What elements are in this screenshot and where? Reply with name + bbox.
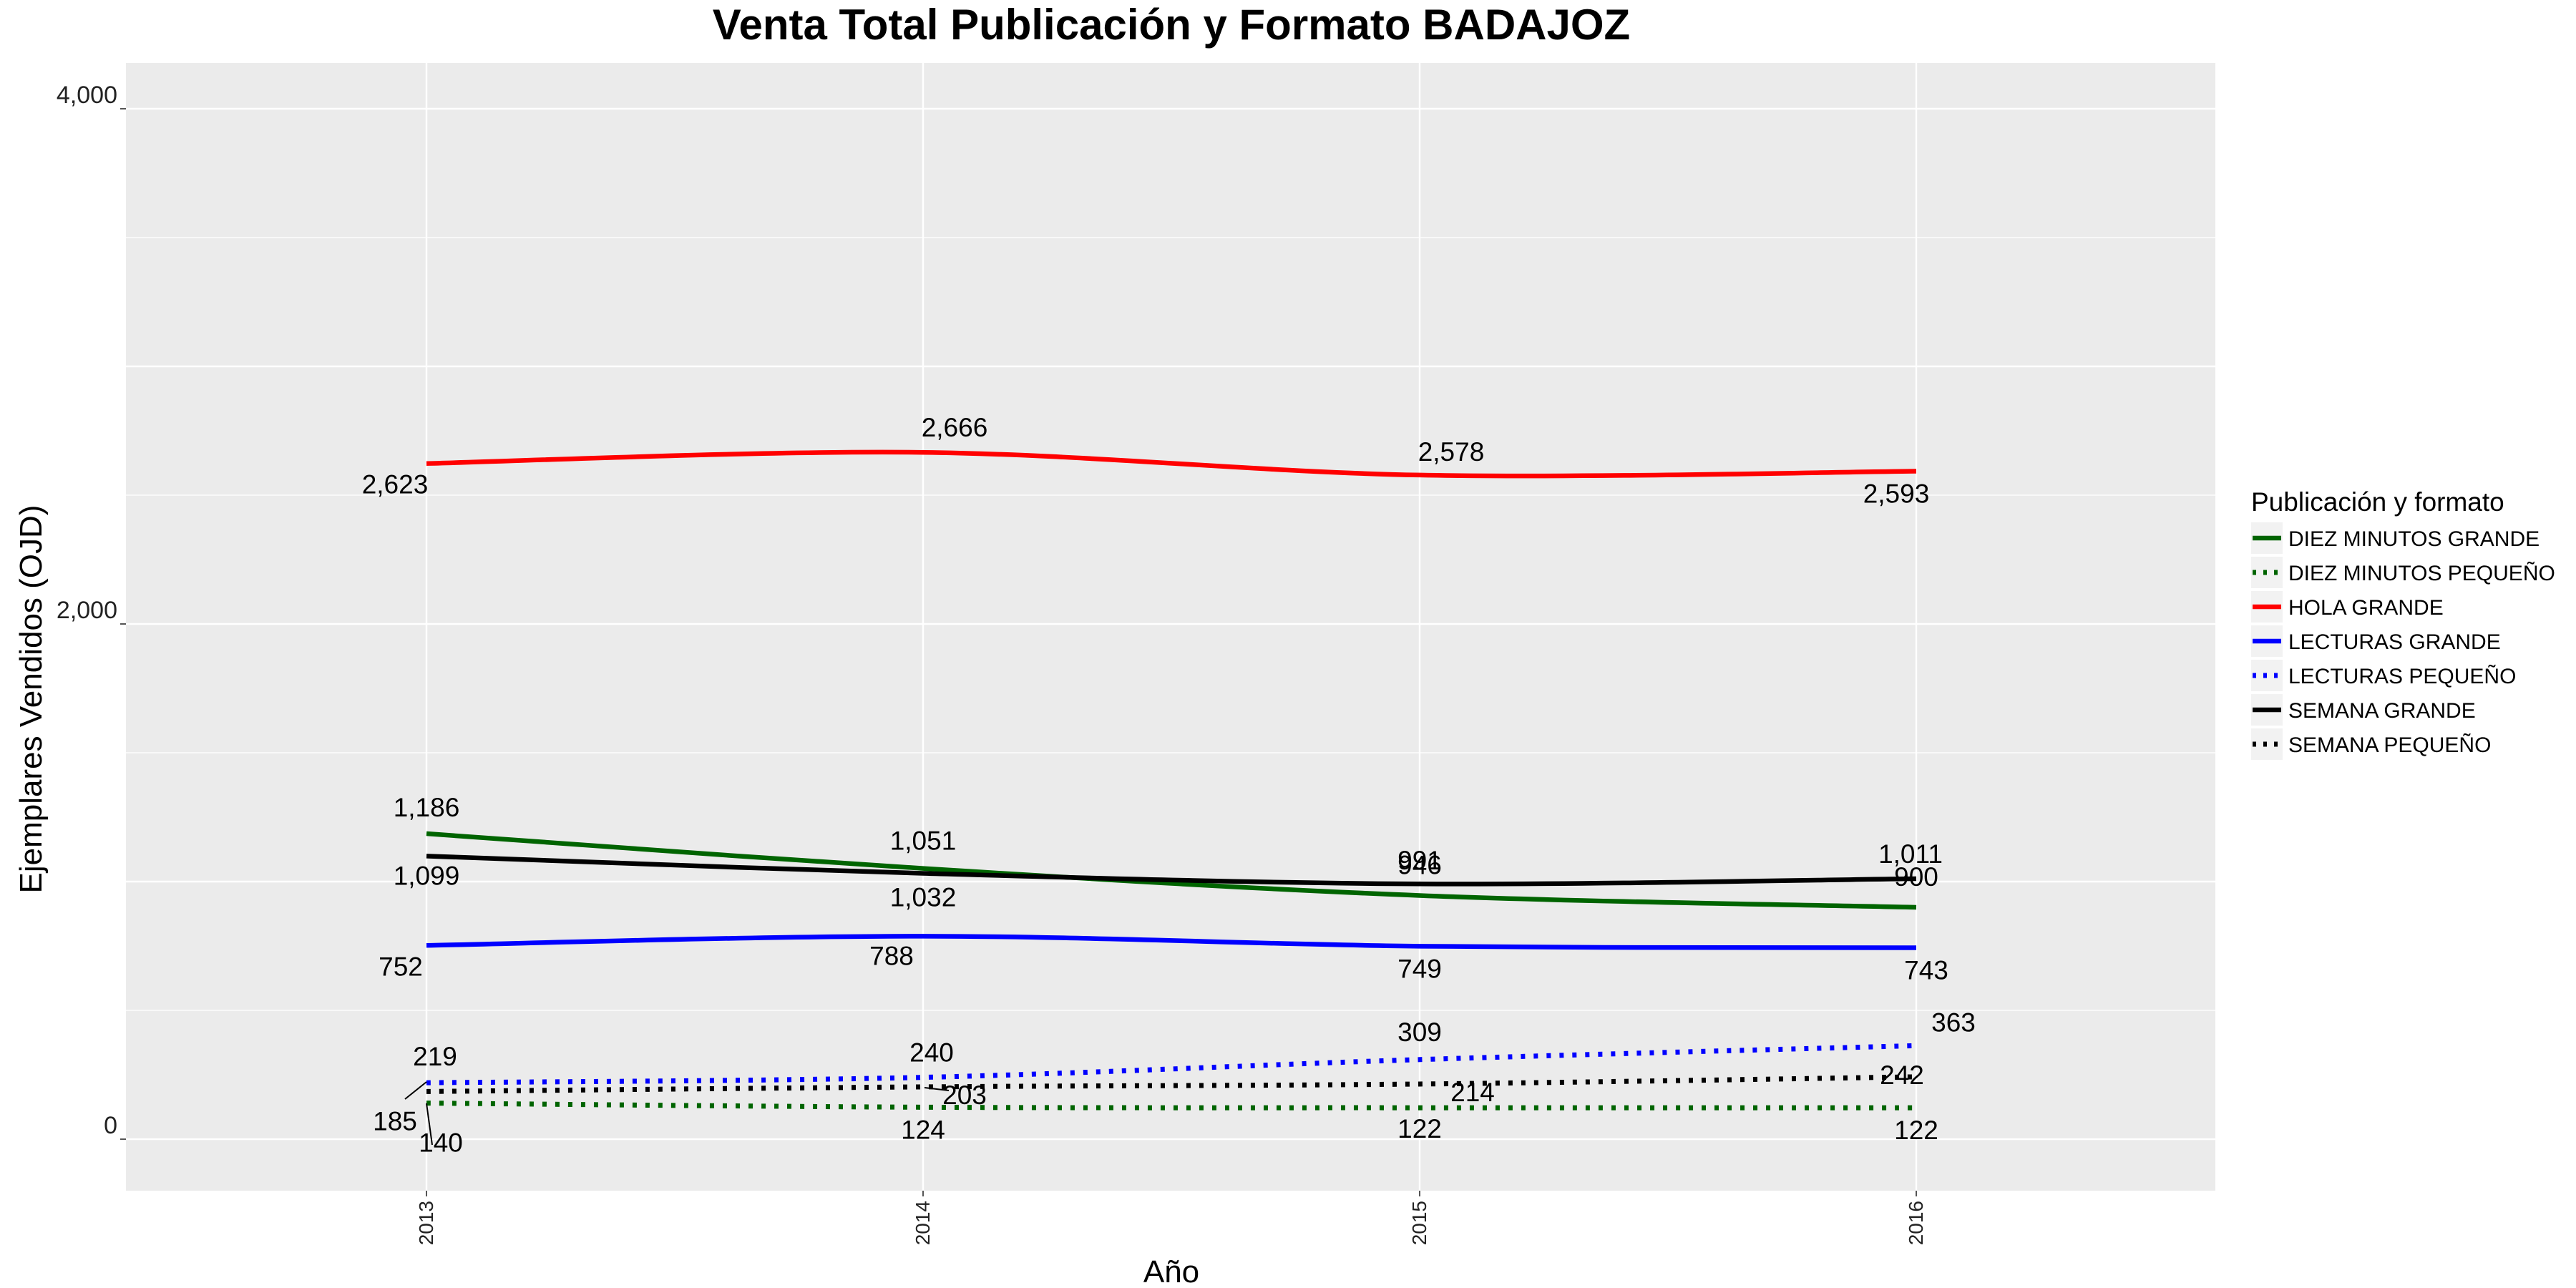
grid-lines (126, 63, 2215, 1191)
y-tick-label: 4,000 (57, 82, 117, 109)
data-label-lecturas-grande: 743 (1904, 956, 1948, 985)
legend-label-lecturas-pequeno: LECTURAS PEQUEÑO (2288, 664, 2516, 688)
data-label-lecturas-pequeno: 219 (413, 1042, 457, 1071)
x-axis-ticks: 2013 2014 2015 2016 (415, 1191, 1927, 1245)
data-label-semana-grande: 1,032 (890, 882, 957, 912)
data-label-semana-pequeno: 242 (1880, 1060, 1924, 1090)
x-tick-label: 2013 (415, 1201, 437, 1245)
data-label-semana-pequeno: 214 (1450, 1078, 1495, 1107)
data-label-diez-minutos-grande: 1,051 (890, 826, 957, 856)
data-label-semana-grande: 991 (1397, 846, 1442, 875)
plot-panel (126, 63, 2215, 1191)
label-leader-line (426, 1103, 433, 1146)
legend-label-lecturas-grande: LECTURAS GRANDE (2288, 630, 2501, 654)
data-label-semana-pequeno: 185 (373, 1106, 417, 1136)
data-label-diez-minutos-grande: 1,186 (394, 793, 460, 822)
data-label-diez-minutos-pequeno: 122 (1894, 1116, 1938, 1145)
x-tick-label: 2016 (1905, 1201, 1927, 1245)
chart-title: Venta Total Publicación y Formato BADAJO… (713, 1, 1630, 49)
legend: Publicación y formato DIEZ MINUTOS GRAND… (2251, 487, 2555, 760)
y-tick-label: 2,000 (57, 597, 117, 624)
data-label-diez-minutos-pequeno: 140 (419, 1128, 463, 1158)
data-label-lecturas-grande: 752 (379, 952, 423, 981)
label-leader-line (404, 1081, 427, 1100)
data-labels: 1,186 1,051 946 900 140 124 122 122 2,623 2,666 2,… (362, 413, 1976, 1157)
legend-label-diez-minutos-pequeno: DIEZ MINUTOS PEQUEÑO (2288, 561, 2555, 585)
y-axis-title: Ejemplares Vendidos (OJD) (14, 505, 49, 894)
data-label-lecturas-grande: 788 (869, 941, 914, 970)
x-axis-title: Año (1143, 1254, 1199, 1288)
data-label-lecturas-pequeno: 309 (1397, 1018, 1442, 1047)
label-leader-line (924, 1087, 950, 1091)
data-label-diez-minutos-pequeno: 124 (901, 1115, 945, 1144)
series-line-lecturas-grande (426, 934, 1917, 950)
data-label-semana-grande: 1,099 (394, 861, 460, 890)
y-axis-ticks: 0 2,000 4,000 (57, 82, 126, 1140)
data-label-hola-grande: 2,666 (922, 413, 988, 442)
legend-label-diez-minutos-grande: DIEZ MINUTOS GRANDE (2288, 527, 2540, 551)
series-line-hola-grande (426, 449, 1917, 479)
x-tick-label: 2015 (1408, 1201, 1430, 1245)
data-label-lecturas-pequeno: 363 (1931, 1008, 1976, 1037)
data-label-lecturas-grande: 749 (1397, 954, 1442, 983)
series-line-diez-minutos-grande (426, 831, 1917, 910)
y-tick-label: 0 (104, 1112, 117, 1139)
legend-label-semana-pequeno: SEMANA PEQUEÑO (2288, 733, 2491, 757)
legend-title: Publicación y formato (2251, 487, 2504, 517)
data-label-diez-minutos-grande: 900 (1894, 862, 1938, 892)
legend-label-semana-grande: SEMANA GRANDE (2288, 699, 2476, 723)
data-label-hola-grande: 2,593 (1863, 479, 1930, 509)
data-label-hola-grande: 2,578 (1418, 437, 1485, 467)
x-tick-label: 2014 (912, 1201, 934, 1245)
data-label-hola-grande: 2,623 (362, 470, 429, 499)
data-label-semana-grande: 1,011 (1878, 839, 1943, 869)
data-label-diez-minutos-grande: 946 (1397, 850, 1442, 879)
data-label-lecturas-pequeno: 240 (909, 1038, 954, 1068)
legend-label-hola-grande: HOLA GRANDE (2288, 596, 2444, 620)
data-label-semana-pequeno: 203 (942, 1080, 987, 1110)
series-lines (426, 449, 1917, 1111)
data-label-diez-minutos-pequeno: 122 (1397, 1114, 1442, 1143)
series-line-semana-grande (426, 854, 1917, 887)
